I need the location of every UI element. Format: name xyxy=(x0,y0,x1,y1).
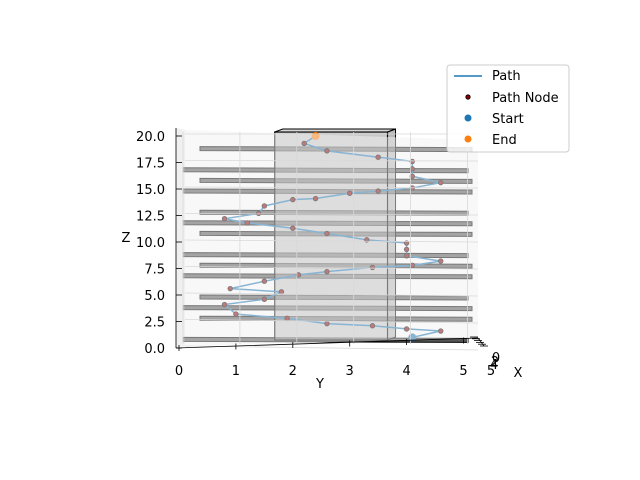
x-tick-label: 0 xyxy=(492,351,500,366)
z-tick-label: 2.5 xyxy=(144,316,165,331)
z-tick-label: 7.5 xyxy=(144,263,165,278)
y-tick-label: 2 xyxy=(289,364,297,379)
legend-label-path-node: Path Node xyxy=(492,91,559,106)
x-tick-label: 5 xyxy=(487,364,495,379)
legend-label-path: Path xyxy=(492,69,521,84)
z-gridline xyxy=(184,186,479,189)
legend-box xyxy=(446,64,570,153)
z-gridline xyxy=(184,239,479,243)
legend-swatch-end xyxy=(464,135,472,143)
z-gridline xyxy=(184,345,479,351)
z-tick-label: 5.0 xyxy=(144,289,165,304)
axes: 0.02.55.07.510.012.515.017.520.00 1 2 3 4 502… xyxy=(136,128,500,379)
z-tick-label: 0.0 xyxy=(144,342,165,357)
y-axis-line xyxy=(175,337,479,349)
back-pane xyxy=(185,130,478,346)
x-tick-label: 4 xyxy=(490,358,498,373)
z-gridline xyxy=(184,319,479,324)
legend-label-end: End xyxy=(492,133,517,148)
z-axis-label: Z xyxy=(122,231,131,246)
y-tick-label: 5 xyxy=(459,364,467,379)
y-tick-label: 4 xyxy=(402,364,410,379)
x-tick-label: 2 xyxy=(491,355,499,370)
y-tick-label: 3 xyxy=(346,364,354,379)
legend: Path Path Node Start End xyxy=(446,64,570,153)
y-tick-label: 1 xyxy=(232,364,240,379)
z-tick-label: 15.0 xyxy=(136,183,165,198)
z-tick-label: 20.0 xyxy=(136,130,165,145)
legend-label-start: Start xyxy=(492,112,524,127)
y-axis-label: Y xyxy=(315,377,324,392)
legend-swatch-start xyxy=(464,114,472,122)
z-gridline xyxy=(184,266,479,270)
z-tick-label: 12.5 xyxy=(136,210,165,225)
z-gridline xyxy=(184,292,479,297)
x-axis-label: X xyxy=(514,366,523,381)
z-gridline xyxy=(184,213,479,216)
y-tick-label: 0 xyxy=(175,364,183,379)
z-gridline xyxy=(184,160,479,162)
z-tick-label: 17.5 xyxy=(136,157,165,172)
legend-swatch-path-node xyxy=(465,94,471,100)
column-top-face xyxy=(274,128,396,133)
side-pane xyxy=(176,128,185,348)
z-tick-label: 10.0 xyxy=(136,236,165,251)
